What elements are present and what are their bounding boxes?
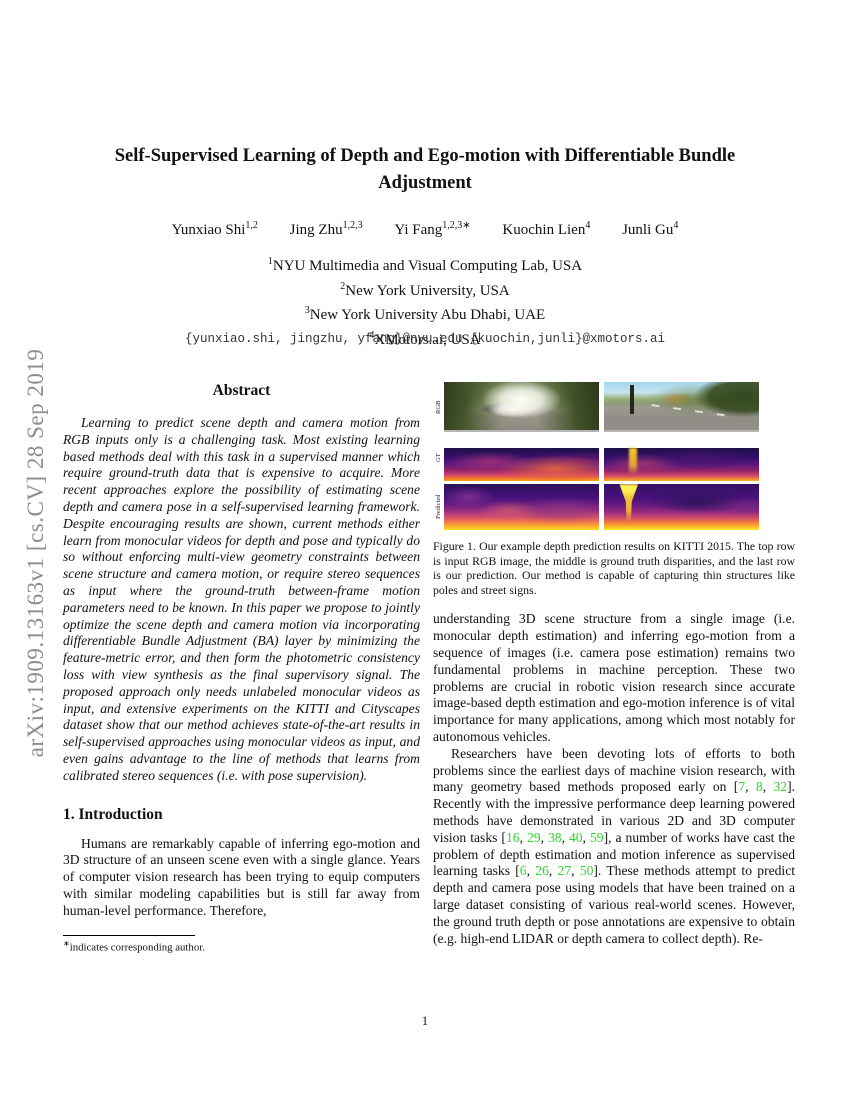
page-number: 1 [421, 1014, 429, 1028]
citation-link[interactable]: 40 [568, 829, 583, 845]
section-heading-introduction: 1. Introduction [63, 805, 163, 823]
figure-row-label-gt: GT [435, 453, 442, 463]
figure-row-predicted: Predicted [433, 484, 759, 530]
figure-1: RGB GT Predicted [433, 382, 759, 530]
author-5: Junli Gu4 [622, 220, 679, 238]
predicted-depth-left [444, 484, 599, 530]
body-paragraph-1: understanding 3D scene structure from a … [433, 611, 795, 744]
citation-link[interactable]: 38 [547, 829, 562, 845]
affiliation-3: 3New York University Abu Dhabi, UAE [304, 305, 546, 323]
author-3: Yi Fang1,2,3∗ [394, 220, 471, 238]
abstract-text: Learning to predict scene depth and came… [63, 415, 420, 783]
author-4: Kuochin Lien4 [502, 220, 591, 238]
citation-link[interactable]: 59 [589, 829, 604, 845]
author-1-affil-sup: 1,2 [245, 220, 258, 231]
predicted-depth-right [604, 484, 759, 530]
introduction-continued: understanding 3D scene structure from a … [433, 611, 795, 947]
citation-link[interactable]: 16 [505, 829, 520, 845]
citation-link[interactable]: 7 [738, 779, 746, 795]
rgb-input-image-left [444, 382, 599, 432]
citation-link[interactable]: 50 [579, 863, 594, 879]
affiliation-1: 1NYU Multimedia and Visual Computing Lab… [267, 256, 583, 274]
citation-link[interactable]: 27 [557, 863, 572, 879]
figure-row-gt: GT [433, 435, 759, 481]
author-3-affil-sup: 1,2,3∗ [442, 220, 471, 231]
arxiv-watermark: arXiv:1909.13163v1 [cs.CV] 28 Sep 2019 [23, 348, 48, 758]
ground-truth-disparity-right [604, 435, 759, 481]
affiliation-2: 2New York University, USA [340, 280, 510, 299]
rgb-input-image-right [604, 382, 759, 432]
citation-link[interactable]: 6 [519, 863, 527, 879]
affiliations-block: 1NYU Multimedia and Visual Computing Lab… [0, 252, 850, 350]
authors-row: Yunxiao Shi1,2 Jing Zhu1,2,3 Yi Fang1,2,… [0, 220, 850, 239]
figure-caption: Figure 1. Our example depth prediction r… [433, 539, 795, 597]
abstract-heading: Abstract [212, 382, 271, 399]
citation-link[interactable]: 29 [526, 829, 541, 845]
figure-row-label-rgb: RGB [435, 400, 442, 414]
corresponding-author-footnote: ∗indicates corresponding author. [63, 934, 420, 953]
author-1: Yunxiao Shi1,2 [171, 220, 258, 238]
introduction-paragraph: Humans are remarkably capable of inferri… [63, 835, 420, 918]
author-emails: {yunxiao.shi, jingzhu, yfang}@nyu.edu {k… [184, 332, 666, 346]
figure-row-rgb: RGB [433, 382, 759, 432]
body-paragraph-2: Researchers have been devoting lots of e… [433, 745, 796, 946]
ground-truth-disparity-left [444, 435, 599, 481]
citation-link[interactable]: 32 [773, 779, 788, 795]
paper-title: Self-Supervised Learning of Depth and Eg… [114, 146, 736, 193]
right-column: RGB GT Predicted Figure 1. Our example d… [433, 382, 795, 947]
author-2: Jing Zhu1,2,3 [289, 220, 363, 238]
citation-link[interactable]: 8 [755, 779, 763, 795]
author-2-affil-sup: 1,2,3 [342, 220, 363, 231]
figure-row-label-predicted: Predicted [435, 494, 442, 520]
citation-link[interactable]: 26 [535, 863, 549, 879]
affiliation-4: 4XMotors.ai, USA [369, 329, 481, 348]
author-5-affil-sup: 4 [673, 220, 679, 231]
left-column: Abstract Learning to predict scene depth… [63, 382, 420, 953]
author-4-affil-sup: 4 [585, 220, 591, 231]
